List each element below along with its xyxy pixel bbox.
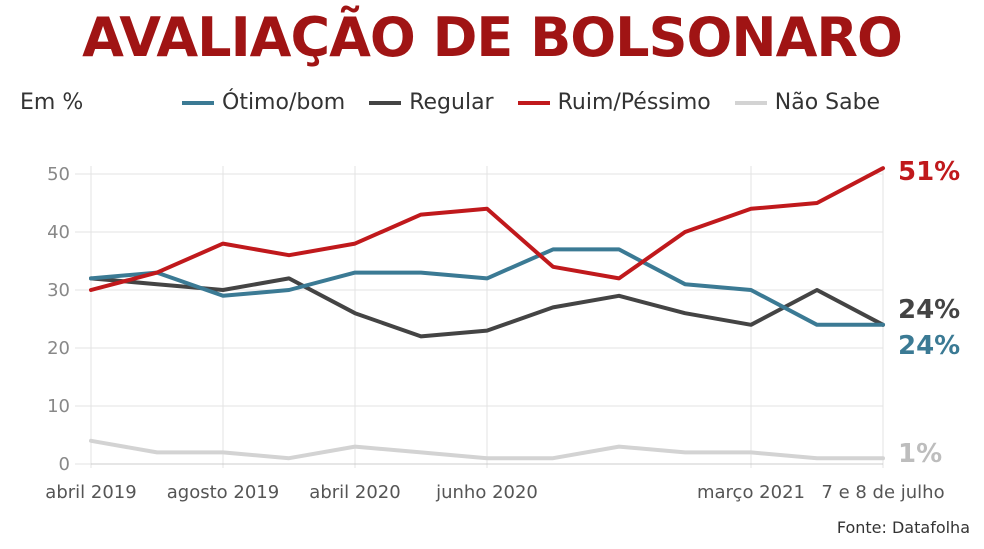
- x-tick-label: junho 2020: [435, 482, 538, 503]
- y-tick-label: 30: [47, 280, 70, 301]
- series-line-regular: [89, 276, 885, 339]
- legend-item-otimo-bom: Ótimo/bom: [182, 90, 345, 115]
- y-tick-label: 10: [47, 396, 70, 417]
- x-tick-label: 7 e 8 de julho: [821, 482, 944, 503]
- x-tick-label: março 2021: [697, 482, 805, 503]
- legend-item-nao-sabe: Não Sabe: [734, 90, 881, 115]
- chart-title: AVALIAÇÃO DE BOLSONARO: [82, 6, 903, 69]
- legend-label: Regular: [409, 90, 494, 115]
- legend-item-regular: Regular: [369, 90, 494, 115]
- x-tick-label: abril 2020: [309, 482, 400, 503]
- end-label-nao-sabe: 1%: [898, 439, 942, 469]
- legend-label: Ótimo/bom: [222, 90, 346, 115]
- legend-label: Ruim/Péssimo: [557, 90, 711, 115]
- legend-swatch: [517, 100, 550, 105]
- series-line-otimo-bom: [89, 247, 885, 327]
- series-line-ruim-pessimo: [89, 166, 885, 292]
- legend-swatch: [734, 100, 767, 105]
- end-label-otimo-bom: 24%: [898, 331, 960, 361]
- legend-item-ruim-pessimo: Ruim/Péssimo: [517, 90, 711, 115]
- legend-swatch: [182, 100, 214, 105]
- end-label-ruim-pessimo: 51%: [898, 157, 960, 187]
- y-tick-label: 20: [47, 338, 70, 359]
- source-note: Fonte: Datafolha: [836, 518, 970, 537]
- y-tick-label: 50: [47, 164, 70, 185]
- series-line-nao-sabe: [89, 438, 885, 461]
- x-tick-label: agosto 2019: [167, 482, 279, 503]
- end-label-regular: 24%: [898, 295, 960, 325]
- legend: Ótimo/bom Regular Ruim/Péssimo Não Sabe: [182, 90, 880, 115]
- legend-label: Não Sabe: [774, 90, 881, 115]
- unit-label: Em %: [20, 90, 84, 115]
- y-tick-label: 40: [47, 222, 70, 243]
- legend-swatch: [369, 100, 402, 105]
- x-tick-label: abril 2019: [45, 482, 136, 503]
- y-tick-label: 0: [59, 454, 70, 475]
